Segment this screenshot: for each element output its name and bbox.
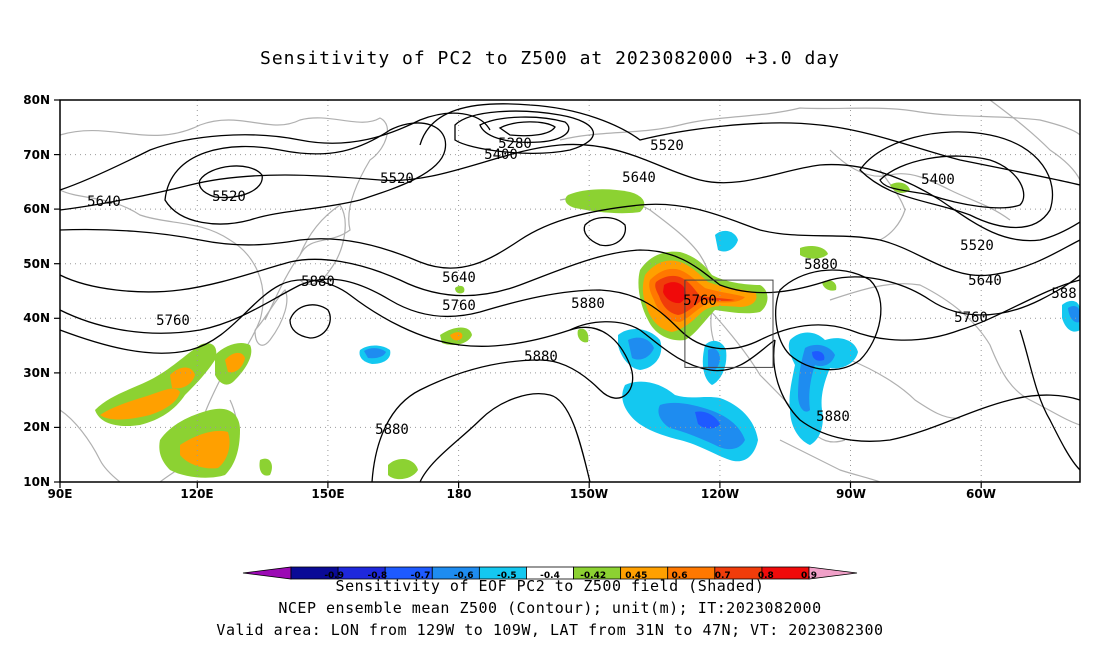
contour-label: 5520: [212, 189, 246, 205]
contour-label: 5400: [484, 147, 518, 163]
tick-marks: [54, 99, 982, 488]
shaded-sensitivity: [95, 182, 1080, 480]
shade-pos-9: [822, 280, 837, 291]
lat-labels: 80N 70N 60N 50N 40N 30N 20N 10N: [23, 93, 50, 489]
contour-label: 5400: [921, 172, 955, 188]
colorbar-labels: -0.9 -0.8 -0.7 -0.6 -0.5 -0.4 -0.42 0.45 0.6 0.7 0…: [324, 571, 817, 581]
contour-labels: 5280 5400 5520 5520 5520 5640 5640 5640 …: [87, 136, 1077, 438]
colorbar-tick-label: 0.45: [625, 571, 647, 581]
lat-label: 40N: [23, 311, 50, 325]
lat-label: 60N: [23, 202, 50, 216]
colorbar-tick-label: -0.4: [540, 571, 560, 581]
contour-label: 5760: [156, 313, 190, 329]
shade-neg-3c: [695, 411, 720, 429]
colorbar-tick-label: -0.8: [367, 571, 387, 581]
caption-contour: NCEP ensemble mean Z500 (Contour); unit(…: [278, 599, 822, 617]
lon-label: 90W: [836, 487, 866, 501]
shade-positive-asia-5: [180, 430, 230, 469]
shade-pos-small-4: [450, 332, 463, 341]
shade-pos-small-5: [455, 285, 465, 294]
shade-pos-small-6: [577, 328, 589, 343]
lon-label: 120E: [180, 487, 213, 501]
contour-label: 5880: [804, 257, 838, 273]
contour-label: 5640: [968, 273, 1002, 289]
lat-label: 30N: [23, 366, 50, 380]
lon-label: 150W: [570, 487, 608, 501]
z500-contours: [59, 103, 1081, 483]
shade-pos-8: [800, 246, 828, 259]
caption-shaded: Sensitivity of EOF PC2 to Z500 field (Sh…: [335, 577, 765, 595]
colorbar-right-arrow: [808, 566, 858, 580]
shade-neg-7b: [1068, 306, 1080, 323]
contour-label: 5760: [442, 298, 476, 314]
colorbar-tick-label: -0.9: [324, 571, 344, 581]
lat-label: 50N: [23, 257, 50, 271]
contour-label: 5640: [87, 194, 121, 210]
shade-positive-asia-7: [225, 352, 245, 373]
shade-neg-6c: [812, 351, 825, 361]
contour-label: 5880: [524, 349, 558, 365]
colorbar-tick-label: -0.7: [411, 571, 431, 581]
valid-area-box: [684, 279, 774, 368]
lat-label: 10N: [23, 475, 50, 489]
contour-label: 5280: [498, 136, 532, 152]
colorbar-tick-label: -0.5: [497, 571, 517, 581]
contour-label: 5640: [622, 170, 656, 186]
lon-label: 120W: [701, 487, 739, 501]
contour-label: 5520: [960, 238, 994, 254]
caption-valid-area: Valid area: LON from 129W to 109W, LAT f…: [216, 621, 884, 639]
shade-pos-main-core: [663, 282, 686, 304]
shade-neg-6b: [798, 344, 835, 412]
contour-label: 5880: [571, 296, 605, 312]
contour-label: 588: [1051, 286, 1076, 302]
lon-label: 150E: [311, 487, 344, 501]
shade-neg-4b: [708, 348, 720, 371]
shade-positive-asia-6: [170, 367, 195, 389]
colorbar-tick-label: 0.6: [672, 571, 688, 581]
colorbar-tick-label: -0.6: [454, 571, 474, 581]
shade-pos-small-1: [259, 458, 272, 476]
contour-label: 5880: [816, 409, 850, 425]
plot-border: [59, 99, 1081, 483]
colorbar: [242, 566, 858, 580]
colorbar-tick-label: 0.8: [758, 571, 774, 581]
contour-label: 5640: [442, 270, 476, 286]
colorbar-tick-label: 0.7: [715, 571, 731, 581]
contour-label: 5520: [650, 138, 684, 154]
colorbar-tick-label: -0.42: [580, 571, 606, 581]
gridlines: [60, 100, 1080, 482]
shade-neg-5: [715, 230, 738, 252]
lon-labels: 90E 120E 150E 180 150W 120W 90W 60W: [48, 487, 996, 501]
lat-label: 70N: [23, 148, 50, 162]
lat-label: 80N: [23, 93, 50, 107]
shade-positive-asia-4: [100, 388, 180, 420]
lon-label: 60W: [966, 487, 996, 501]
shade-neg-1b: [364, 348, 386, 359]
contour-label: 5880: [375, 422, 409, 438]
contour-label: 5760: [954, 310, 988, 326]
contour-label: 5520: [380, 171, 414, 187]
contour-label: 5760: [683, 293, 717, 309]
chart-title: Sensitivity of PC2 to Z500 at 2023082000…: [259, 48, 840, 69]
lon-label: 90E: [48, 487, 73, 501]
shade-pos-small-2: [388, 458, 418, 480]
lat-label: 20N: [23, 420, 50, 434]
contour-label: 5880: [301, 274, 335, 290]
shade-neg-2b: [628, 337, 654, 360]
lon-label: 180: [446, 487, 471, 501]
colorbar-tick-label: 0.9: [801, 571, 817, 581]
